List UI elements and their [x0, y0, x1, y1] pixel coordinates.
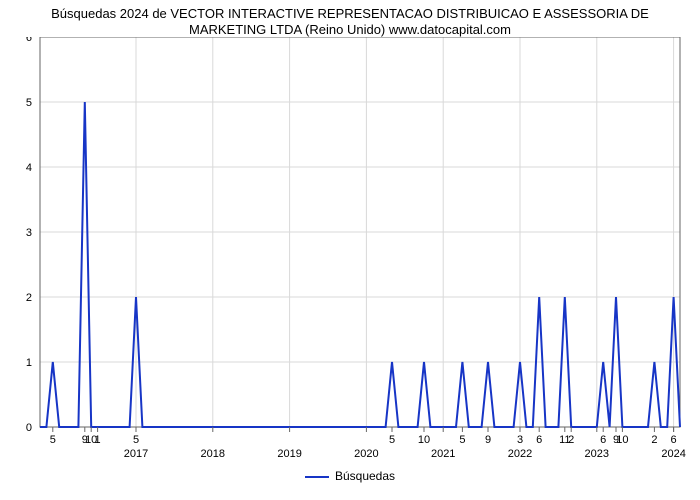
- svg-text:5: 5: [50, 434, 56, 446]
- svg-text:10: 10: [418, 434, 430, 446]
- svg-text:2018: 2018: [201, 448, 225, 460]
- svg-text:6: 6: [671, 434, 677, 446]
- legend-label: Búsquedas: [335, 469, 395, 483]
- svg-text:6: 6: [600, 434, 606, 446]
- svg-text:5: 5: [389, 434, 395, 446]
- svg-text:5: 5: [459, 434, 465, 446]
- legend: Búsquedas: [0, 467, 700, 483]
- svg-text:5: 5: [26, 97, 32, 109]
- svg-text:2020: 2020: [354, 448, 378, 460]
- svg-text:6: 6: [536, 434, 542, 446]
- svg-text:4: 4: [26, 162, 32, 174]
- svg-text:2017: 2017: [124, 448, 148, 460]
- legend-swatch: [305, 476, 329, 478]
- svg-text:2024: 2024: [661, 448, 685, 460]
- title-line-2: MARKETING LTDA (Reino Unido) www.datocap…: [189, 22, 511, 37]
- svg-text:1: 1: [95, 434, 101, 446]
- svg-text:1: 1: [26, 357, 32, 369]
- svg-text:3: 3: [26, 227, 32, 239]
- svg-text:2: 2: [568, 434, 574, 446]
- svg-text:10: 10: [616, 434, 628, 446]
- line-chart: 0123456591015510593611269102620172018201…: [0, 37, 700, 467]
- title-line-1: Búsquedas 2024 de VECTOR INTERACTIVE REP…: [51, 6, 649, 21]
- svg-text:2021: 2021: [431, 448, 455, 460]
- svg-text:0: 0: [26, 422, 32, 434]
- svg-text:2: 2: [26, 292, 32, 304]
- svg-text:9: 9: [485, 434, 491, 446]
- chart-area: 0123456591015510593611269102620172018201…: [0, 37, 700, 467]
- svg-text:2023: 2023: [585, 448, 609, 460]
- chart-title: Búsquedas 2024 de VECTOR INTERACTIVE REP…: [0, 0, 700, 37]
- svg-text:5: 5: [133, 434, 139, 446]
- svg-text:2: 2: [651, 434, 657, 446]
- svg-text:2022: 2022: [508, 448, 532, 460]
- svg-text:6: 6: [26, 37, 32, 44]
- svg-text:2019: 2019: [277, 448, 301, 460]
- svg-text:3: 3: [517, 434, 523, 446]
